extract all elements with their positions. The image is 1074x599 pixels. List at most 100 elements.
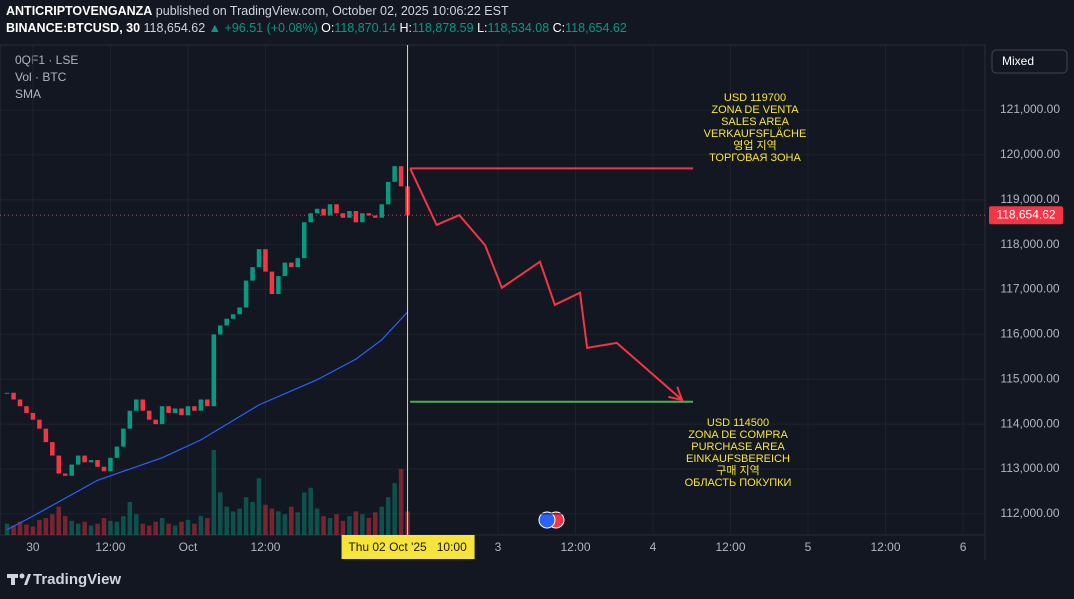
- low: 118,534.08: [488, 21, 550, 35]
- x-tick-label: 4: [650, 540, 657, 554]
- volume-bar: [256, 478, 262, 535]
- volume-bar: [230, 511, 236, 535]
- candle: [17, 399, 23, 407]
- candle: [276, 276, 281, 295]
- volume-bar: [50, 514, 55, 535]
- author: ANTICRIPTOVENGANZA: [6, 4, 152, 18]
- y-tick-label: 113,000.00: [1000, 461, 1059, 475]
- candle: [360, 213, 365, 223]
- y-tick-label: 116,000.00: [1000, 327, 1059, 341]
- y-tick-label: 115,000.00: [1000, 371, 1059, 385]
- symbol: BINANCE:BTCUSD, 30: [6, 21, 140, 35]
- close: 118,654.62: [565, 21, 627, 35]
- last-price-box: [989, 206, 1063, 225]
- level-annotation: SALES AREA: [721, 116, 790, 128]
- x-tick-label: 12:00: [250, 540, 280, 554]
- volume-bar: [334, 514, 339, 535]
- volume-bar: [172, 525, 178, 535]
- level-annotation: ТОРГОВАЯ ЗОНА: [709, 152, 801, 164]
- volume-bar: [282, 514, 288, 535]
- candle: [327, 204, 333, 216]
- candle: [224, 318, 229, 326]
- candle: [62, 473, 68, 476]
- volume-bar: [289, 506, 294, 535]
- volume-bar: [146, 525, 152, 535]
- logo-icon: [7, 573, 31, 585]
- level-annotation: PURCHASE AREA: [691, 441, 785, 453]
- candle: [321, 208, 326, 216]
- y-tick-label: 118,000.00: [1000, 237, 1059, 251]
- legend-item[interactable]: Vol · BTC: [15, 70, 67, 84]
- candle: [192, 406, 197, 411]
- candle: [134, 399, 139, 411]
- candle: [153, 419, 158, 425]
- candle: [121, 428, 126, 447]
- candle: [43, 428, 49, 443]
- candle: [347, 211, 352, 218]
- volume-bar: [205, 518, 210, 535]
- x-tick-label: Oct: [179, 540, 198, 554]
- candle: [373, 215, 378, 218]
- volume-bar: [243, 497, 249, 535]
- candle: [101, 466, 107, 472]
- volume-bar: [198, 516, 204, 535]
- candle: [88, 460, 94, 463]
- candle: [295, 258, 301, 268]
- volume-bar: [308, 487, 313, 535]
- volume-bar: [250, 501, 255, 535]
- mode-button[interactable]: [991, 49, 1068, 74]
- x-tick-label: 12:00: [871, 540, 901, 554]
- candle: [75, 455, 81, 465]
- level-annotation: ОБЛАСТЬ ПОКУПКИ: [685, 477, 792, 489]
- high: 118,878.59: [412, 21, 474, 35]
- candle: [256, 249, 262, 268]
- x-tick-label: 3: [495, 540, 502, 554]
- volume-bar: [347, 516, 352, 535]
- candle: [230, 314, 236, 319]
- candle: [263, 249, 268, 272]
- h-label: H:: [399, 21, 412, 35]
- volume-bar: [75, 523, 81, 535]
- l-label: L:: [477, 21, 487, 35]
- y-tick-label: 121,000.00: [1000, 102, 1060, 116]
- legend-item[interactable]: SMA: [15, 87, 41, 101]
- volume-bar: [108, 520, 113, 535]
- candle: [179, 408, 184, 416]
- candle: [140, 399, 146, 411]
- candle: [308, 213, 313, 223]
- candle: [301, 222, 307, 259]
- candle: [289, 262, 294, 268]
- volume-bar: [134, 514, 139, 535]
- volume-bar: [301, 492, 307, 535]
- candle: [69, 464, 74, 476]
- volume-bar: [269, 508, 275, 535]
- volume-bar: [56, 506, 62, 535]
- y-tick-label: 114,000.00: [1000, 416, 1059, 430]
- cursor-box: [341, 535, 475, 559]
- candle: [4, 392, 10, 394]
- level-annotation: USD 114500: [707, 417, 769, 429]
- candle: [334, 204, 339, 214]
- y-tick-label: 117,000.00: [1000, 282, 1059, 296]
- legend-item[interactable]: 0QF1 · LSE: [15, 53, 78, 67]
- volume-bar: [217, 492, 223, 535]
- o-label: O:: [321, 21, 334, 35]
- candle: [379, 204, 384, 218]
- published: published on TradingView.com, October 02…: [156, 4, 509, 18]
- footer-logo[interactable]: TradingView: [33, 571, 121, 588]
- change: +96.51 (+0.08%): [225, 21, 318, 35]
- y-tick-label: 119,000.00: [1000, 192, 1059, 206]
- y-tick-label: 120,000.00: [1000, 147, 1060, 161]
- candle: [250, 267, 255, 281]
- candle: [82, 455, 87, 463]
- candle: [146, 410, 152, 420]
- candle: [392, 166, 397, 182]
- mode-label[interactable]: Mixed: [1002, 54, 1034, 68]
- volume-bar: [114, 521, 120, 535]
- volume-bar: [276, 511, 281, 535]
- volume-bar: [101, 518, 107, 535]
- x-tick-label: 12:00: [95, 540, 125, 554]
- candle: [314, 208, 320, 214]
- x-tick-label: 5: [805, 540, 812, 554]
